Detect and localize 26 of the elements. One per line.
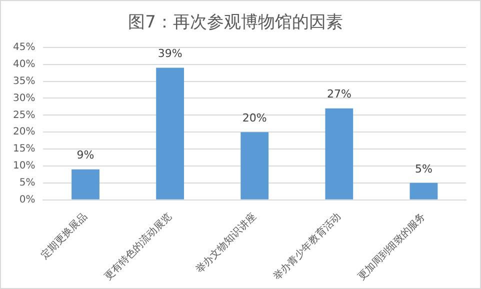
y-tick-label: 25% — [12, 110, 36, 121]
y-tick-label: 35% — [12, 76, 36, 87]
y-tick-label: 20% — [12, 126, 36, 138]
y-tick-label: 10% — [12, 160, 36, 172]
y-tick-label: 15% — [12, 144, 36, 155]
data-label: 39% — [158, 47, 182, 60]
data-label: 5% — [414, 162, 432, 176]
data-label: 9% — [76, 148, 94, 162]
bar — [410, 182, 438, 200]
y-tick-label: 0% — [19, 194, 36, 206]
x-tick-label: 更有特色的流动展览 — [102, 210, 174, 283]
data-label: 27% — [326, 88, 352, 101]
bar — [72, 169, 100, 200]
bar — [240, 132, 269, 200]
y-tick-label: 45% — [12, 42, 36, 53]
y-tick-label: 5% — [19, 178, 36, 189]
x-tick-label: 举办青少年教育活动 — [271, 210, 344, 283]
bar — [156, 68, 184, 200]
x-tick-label: 定期更换展品 — [38, 210, 90, 262]
x-tick-label: 更加周到细致的服务 — [356, 210, 428, 283]
chart-title: 图7：再次参观博物馆的因素 — [128, 12, 343, 33]
data-label: 20% — [242, 111, 267, 124]
x-tick-label: 举办文物知识讲座 — [194, 210, 259, 276]
y-tick-label: 40% — [12, 58, 36, 70]
bar — [325, 108, 354, 200]
y-tick-label: 30% — [12, 92, 36, 104]
